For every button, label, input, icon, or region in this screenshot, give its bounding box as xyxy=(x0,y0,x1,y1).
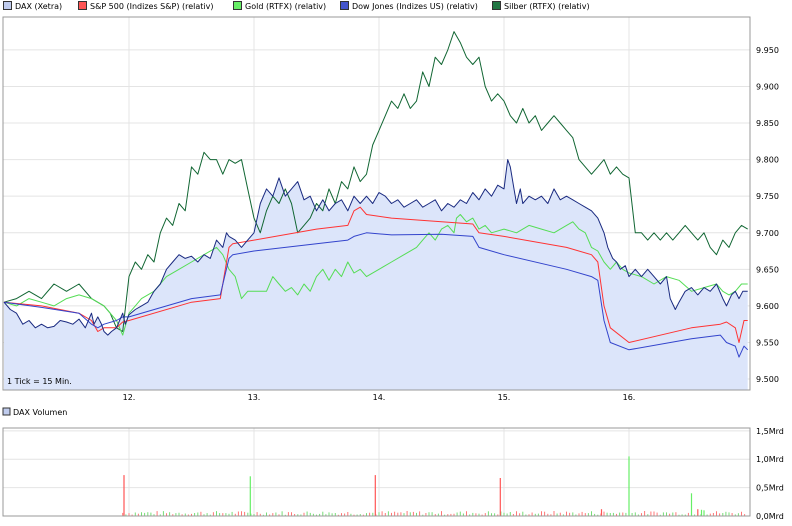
volume-legend-label: DAX Volumen xyxy=(13,408,67,417)
legend-swatch xyxy=(233,1,242,10)
y-tick-label: 9.750 xyxy=(756,192,779,201)
volume-y-tick-label: 1,0Mrd xyxy=(756,455,784,464)
x-axis-labels: 12. 13. 14. 15. 16. xyxy=(123,393,636,402)
y-tick-label: 9.950 xyxy=(756,46,779,55)
y-tick-label: 9.600 xyxy=(756,302,779,311)
volume-axis-labels: 0,0Mrd 0,5Mrd 1,0Mrd 1,5Mrd xyxy=(756,427,784,521)
dax-line xyxy=(3,159,748,336)
x-tick-label: 15. xyxy=(498,393,511,402)
dowjones-line xyxy=(3,232,749,358)
legend-item-dow[interactable]: Dow Jones (Indizes US) (relativ) xyxy=(340,1,478,13)
legend-item-sp500[interactable]: S&P 500 (Indizes S&P) (relativ) xyxy=(78,1,213,13)
main-plot-frame xyxy=(2,16,751,391)
y-tick-label: 9.550 xyxy=(756,338,779,347)
volume-y-tick-label: 0,5Mrd xyxy=(756,484,784,493)
legend-item-gold[interactable]: Gold (RTFX) (relativ) xyxy=(233,1,326,13)
y-axis-labels: 9.500 9.550 9.600 9.650 9.700 9.750 9.800 9.850… xyxy=(756,46,779,384)
y-tick-label: 9.500 xyxy=(756,375,779,384)
y-tick-label: 9.800 xyxy=(756,156,779,165)
tick-note: 1 Tick = 15 Min. xyxy=(7,377,72,386)
legend-label: S&P 500 (Indizes S&P) (relativ) xyxy=(90,2,214,11)
legend-label: Gold (RTFX) (relativ) xyxy=(245,2,327,11)
volume-y-tick-label: 1,5Mrd xyxy=(756,427,784,436)
silber-line xyxy=(3,31,748,332)
volume-plot-frame xyxy=(2,427,751,517)
x-tick-label: 16. xyxy=(623,393,636,402)
legend-item-silber[interactable]: Silber (RTFX) (relativ) xyxy=(492,1,590,13)
legend-swatch xyxy=(3,1,12,10)
y-tick-label: 9.850 xyxy=(756,119,779,128)
legend-label: Dow Jones (Indizes US) (relativ) xyxy=(352,2,478,11)
x-tick-label: 13. xyxy=(248,393,261,402)
y-tick-label: 9.700 xyxy=(756,229,779,238)
dax-area-fill xyxy=(4,159,748,390)
legend-swatch xyxy=(492,1,501,10)
legend-label: Silber (RTFX) (relativ) xyxy=(504,2,590,11)
legend-swatch xyxy=(78,1,87,10)
series-lines xyxy=(3,31,749,358)
legend-label: DAX (Xetra) xyxy=(15,2,63,11)
volume-legend-swatch xyxy=(2,407,11,416)
volume-y-tick-label: 0,0Mrd xyxy=(756,512,784,521)
y-tick-label: 9.650 xyxy=(756,265,779,274)
y-tick-label: 9.900 xyxy=(756,82,779,91)
volume-bars xyxy=(122,456,746,516)
x-tick-label: 12. xyxy=(123,393,136,402)
legend-swatch xyxy=(340,1,349,10)
dax-area xyxy=(4,159,748,390)
legend-item-dax[interactable]: DAX (Xetra) xyxy=(3,1,62,13)
volume-grid xyxy=(3,428,750,517)
x-tick-label: 14. xyxy=(373,393,386,402)
